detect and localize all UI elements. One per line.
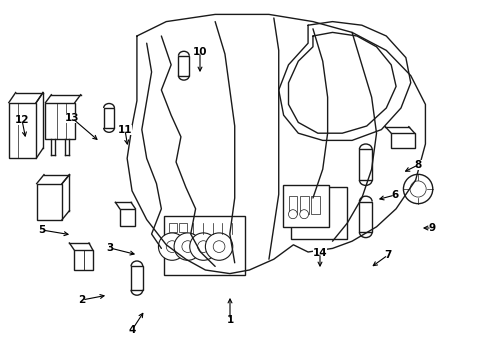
- Text: 5: 5: [38, 225, 45, 235]
- Ellipse shape: [288, 210, 297, 219]
- Text: 6: 6: [390, 190, 398, 200]
- Ellipse shape: [299, 210, 308, 219]
- Bar: [299, 196, 308, 214]
- Text: 11: 11: [118, 125, 132, 135]
- Bar: [359, 149, 371, 180]
- Circle shape: [174, 233, 201, 260]
- Text: 13: 13: [64, 113, 79, 123]
- Bar: [163, 216, 244, 275]
- Circle shape: [403, 174, 432, 204]
- Bar: [74, 250, 93, 270]
- Bar: [390, 133, 414, 148]
- Bar: [179, 223, 186, 232]
- Circle shape: [205, 233, 232, 260]
- Text: 1: 1: [226, 315, 233, 325]
- Circle shape: [182, 241, 193, 252]
- Circle shape: [166, 241, 178, 252]
- Circle shape: [409, 181, 426, 197]
- Bar: [282, 185, 328, 227]
- Bar: [120, 209, 135, 226]
- Bar: [288, 196, 297, 214]
- Bar: [9, 103, 36, 158]
- Circle shape: [158, 233, 185, 260]
- Text: 7: 7: [384, 250, 391, 260]
- Circle shape: [189, 233, 217, 260]
- Bar: [131, 266, 142, 290]
- Text: 9: 9: [427, 223, 435, 233]
- Bar: [359, 202, 371, 232]
- Text: 12: 12: [15, 115, 29, 125]
- Text: 8: 8: [413, 160, 421, 170]
- Bar: [37, 184, 62, 220]
- Text: 3: 3: [106, 243, 113, 253]
- Ellipse shape: [306, 209, 314, 220]
- Bar: [168, 223, 176, 232]
- Bar: [45, 103, 75, 139]
- Text: 2: 2: [78, 295, 85, 305]
- Bar: [290, 187, 346, 239]
- Text: 4: 4: [128, 325, 135, 335]
- Text: 14: 14: [312, 248, 326, 258]
- Circle shape: [197, 241, 209, 252]
- Bar: [310, 196, 319, 214]
- Circle shape: [213, 241, 224, 252]
- Ellipse shape: [316, 209, 324, 220]
- Bar: [178, 56, 189, 76]
- Bar: [103, 108, 114, 128]
- Ellipse shape: [296, 209, 304, 220]
- Text: 10: 10: [192, 47, 207, 57]
